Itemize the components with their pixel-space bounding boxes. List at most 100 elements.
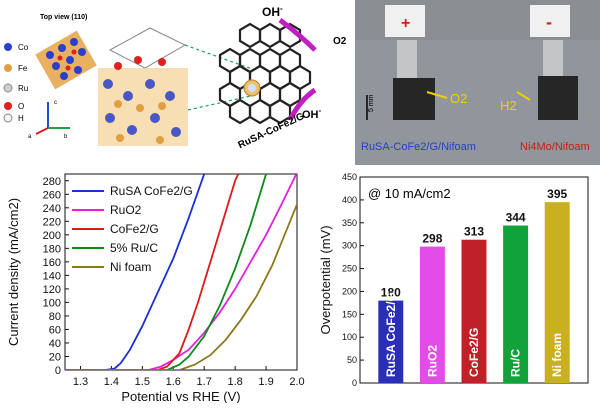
lsv-x-tick-label: 1.9 [258,376,273,388]
bar-y-tick-label: 450 [342,172,357,182]
lsv-legend-label: 5% Ru/C [110,241,158,255]
plus-sign: + [401,15,410,32]
bar-y-tick-label: 400 [342,195,357,205]
electrolysis-photo-panel: + - 5 mm O2 H2 RuSA-CoFe2/G/Nifoam Ni4Mo… [355,0,600,165]
lsv-x-tick-label: 1.6 [166,376,181,388]
co-swatch [4,43,12,51]
bar-category-label: Ni foam [550,333,564,377]
oh-label-bottom: OH- [302,106,322,121]
cathode-clip [530,5,570,37]
bar-1 [419,246,445,383]
reaction-arrow-top [278,18,317,52]
right-electrode-label: Ni4Mo/Nifoam [520,141,590,153]
overpotential-chart-panel: 0 50 100 150 200 250 300 350 400 450 180 RuSA CoFe… [318,168,600,403]
lsv-y-tick-label: 140 [43,270,61,282]
bar-y-axis-title: Overpotential (mV) [320,225,333,334]
bar-4 [544,202,570,383]
ru-swatch [3,83,13,93]
bar-0 [378,300,404,383]
lsv-x-tick-label: 1.3 [73,376,88,388]
element-label-ru: Ru [18,84,28,93]
lsv-legend-label: CoFe2/G [110,222,159,236]
lsv-x-tick-label: 1.8 [227,376,242,388]
o2-arrow [426,91,448,99]
lsv-y-tick-label: 260 [43,189,61,201]
lsv-plot-frame [64,173,298,371]
lsv-y-tick-label: 60 [49,324,61,336]
bar-value-label: 344 [506,211,526,225]
bar-value-label: 313 [464,225,484,239]
lsv-y-tick-label: 160 [43,257,61,269]
lsv-y-tick-label: 0 [55,365,61,377]
ru-atom [248,84,256,92]
catalyst-scheme-panel: Top view (110) Co Fe Ru O H c a b [0,0,350,165]
bar-y-tick-label: 300 [342,241,357,251]
catalyst-scheme-svg: Top view (110) Co Fe Ru O H c a b [3,4,347,151]
axis-indicator: c a b [28,100,70,140]
bar-y-tick-label: 100 [342,332,357,342]
element-label-co: Co [18,43,29,52]
h-swatch [3,113,13,123]
bar-y-tick-label: 150 [342,309,357,319]
lsv-series-line-3 [65,174,267,370]
lsv-series-line-2 [65,174,240,370]
lsv-y-axis-title: Current density (mA/cm2) [6,198,21,346]
lsv-y-tick-label: 100 [43,297,61,309]
lsv-y-tick-label: 180 [43,243,61,255]
bar-y-tick-label: 50 [347,355,357,365]
lsv-series-line-4 [65,204,297,370]
oh-label-top: OH- [262,4,283,19]
lsv-x-tick-label: 2.0 [289,376,304,388]
lsv-legend-label: RuO2 [110,203,142,217]
bar-2 [461,239,487,383]
minus-sign: - [546,12,552,32]
element-label-o: O [18,102,24,111]
crystal-block [98,27,188,146]
axis-b-label: b [64,134,68,140]
lsv-series-line-1 [65,174,297,370]
o2-photo-label: O2 [450,91,467,106]
fe-swatch [4,64,12,72]
axis-c-label: c [54,100,57,106]
top-view-crystal [35,30,97,90]
bar-annotation: @ 10 mA/cm2 [368,186,451,201]
bar-3 [503,225,529,383]
lsv-chart: 020406080100120140160180200220240260280 … [6,173,305,404]
scale-label: 5 mm [368,94,375,112]
bar-value-label: 395 [547,187,567,201]
lsv-y-tick-label: 120 [43,284,61,296]
axis-a-label: a [28,134,32,140]
anode-clip [385,5,425,37]
bar-category-label: RuO2 [425,345,439,377]
cathode-foam [538,76,578,120]
o2-label: O2 [333,36,347,47]
electrolysis-photo-svg: + - 5 mm O2 H2 RuSA-CoFe2/G/Nifoam Ni4Mo… [355,0,600,165]
lsv-y-tick-label: 240 [43,203,61,215]
reaction-arrow-bottom [287,87,317,122]
element-legend: Co Fe Ru O H [3,43,29,123]
lsv-y-tick-label: 280 [43,176,61,188]
bar-y-tick-label: 0 [352,378,357,388]
lsv-legend-label: Ni foam [110,260,151,274]
lsv-y-tick-label: 40 [49,338,61,350]
h2-arrow [516,91,531,101]
element-label-fe: Fe [18,64,28,73]
lsv-legend-label: RuSA CoFe2/G [110,184,193,198]
bar-category-label: Ru/C [509,349,523,377]
left-electrode-label: RuSA-CoFe2/G/Nifoam [361,141,476,153]
top-view-label: Top view (110) [40,14,87,21]
lsv-y-tick-label: 200 [43,230,61,242]
bar-category-label: RuSA CoFe2/G [384,292,398,377]
lsv-x-axis-title: Potential vs RHE (V) [121,389,240,403]
lsv-x-tick-label: 1.4 [104,376,119,388]
lsv-x-tick-label: 1.5 [135,376,150,388]
bar-y-tick-label: 250 [342,264,357,274]
lsv-x-tick-label: 1.7 [197,376,212,388]
bar-value-label: 180 [381,286,401,300]
anode-foam [393,78,435,120]
lsv-y-tick-label: 20 [49,351,61,363]
bar-y-tick-label: 200 [342,286,357,296]
lsv-y-tick-label: 220 [43,216,61,228]
lsv-chart-panel: 0 20 40 60 80 100 120 140 160 180 200 220 240 260 280 … [0,168,320,404]
